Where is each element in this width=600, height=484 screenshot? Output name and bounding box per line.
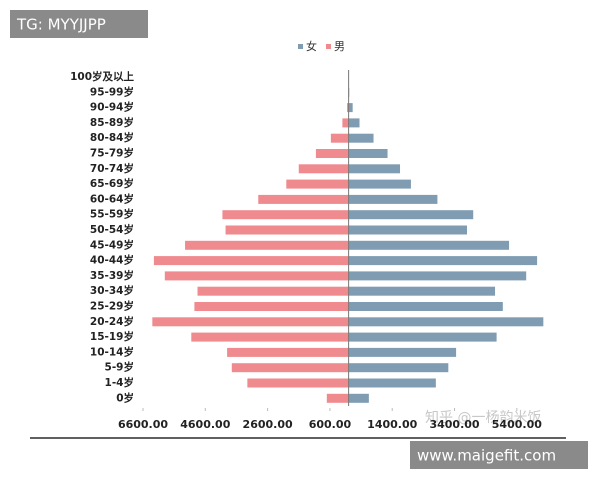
y-tick-label: 0岁 bbox=[116, 391, 134, 404]
bar bbox=[349, 226, 467, 235]
y-tick-label: 65-69岁 bbox=[90, 177, 134, 190]
bar bbox=[191, 333, 348, 342]
y-tick-label: 10-14岁 bbox=[90, 345, 134, 358]
y-tick-label: 1-4岁 bbox=[105, 376, 134, 389]
bar bbox=[226, 226, 349, 235]
bar bbox=[247, 379, 348, 388]
y-tick-label: 20-24岁 bbox=[90, 315, 134, 328]
y-tick-label: 25-29岁 bbox=[90, 300, 134, 313]
bar bbox=[198, 287, 349, 296]
watermark: TG: MYYJJPP bbox=[16, 16, 106, 34]
legend-label: 男 bbox=[334, 40, 345, 53]
bar bbox=[232, 363, 349, 372]
bar bbox=[349, 195, 438, 204]
bar bbox=[349, 256, 537, 265]
legend-swatch bbox=[298, 44, 303, 49]
bar bbox=[349, 271, 527, 280]
bar bbox=[331, 134, 349, 143]
bar bbox=[152, 317, 348, 326]
y-tick-label: 70-74岁 bbox=[90, 162, 134, 175]
y-tick-label: 75-79岁 bbox=[90, 147, 134, 160]
x-tick-label: 3400.00 bbox=[429, 418, 479, 431]
bar bbox=[349, 149, 388, 158]
bar bbox=[349, 302, 503, 311]
y-tick-label: 40-44岁 bbox=[90, 254, 134, 267]
y-tick-label: 90-94岁 bbox=[90, 101, 134, 114]
y-tick-label: 60-64岁 bbox=[90, 192, 134, 205]
bar bbox=[349, 103, 353, 112]
y-tick-label: 50-54岁 bbox=[90, 223, 134, 236]
bar bbox=[349, 134, 374, 143]
bar bbox=[349, 317, 544, 326]
x-tick-label: 600.00 bbox=[309, 418, 352, 431]
y-tick-label: 95-99岁 bbox=[90, 85, 134, 98]
bar bbox=[349, 287, 495, 296]
y-tick-label: 30-34岁 bbox=[90, 284, 134, 297]
bar bbox=[327, 394, 349, 403]
bar bbox=[194, 302, 348, 311]
y-tick-label: 85-89岁 bbox=[90, 116, 134, 129]
bar bbox=[349, 118, 360, 127]
bar bbox=[349, 394, 369, 403]
plot-area: 女 男 6600.00 4600.00 2600.00 600.00 1400.00 3400… bbox=[70, 39, 543, 431]
bar bbox=[222, 210, 348, 219]
y-tick-label: 80-84岁 bbox=[90, 131, 134, 144]
bar bbox=[349, 348, 456, 357]
y-tick-label: 35-39岁 bbox=[90, 269, 134, 282]
x-tick-label: 4600.00 bbox=[180, 418, 230, 431]
legend-label: 女 bbox=[306, 39, 317, 53]
bar bbox=[154, 256, 349, 265]
bar bbox=[349, 241, 509, 250]
bar bbox=[349, 379, 436, 388]
y-tick-label: 15-19岁 bbox=[90, 330, 134, 343]
bar bbox=[349, 210, 474, 219]
x-tick-label: 2600.00 bbox=[243, 418, 293, 431]
x-tick-label: 1400.00 bbox=[367, 418, 417, 431]
y-tick-label: 100岁及以上 bbox=[70, 70, 134, 83]
bar bbox=[316, 149, 349, 158]
bar bbox=[165, 271, 349, 280]
bar bbox=[342, 118, 348, 127]
legend-swatch bbox=[326, 44, 331, 49]
watermark: www.maigefit.com bbox=[417, 447, 556, 465]
y-tick-label: 5-9岁 bbox=[105, 361, 134, 374]
bar bbox=[299, 164, 349, 173]
bar bbox=[349, 164, 400, 173]
y-tick-label: 45-49岁 bbox=[90, 238, 134, 251]
bar bbox=[286, 180, 348, 189]
x-tick-label: 6600.00 bbox=[118, 418, 168, 431]
bar bbox=[258, 195, 348, 204]
bar bbox=[349, 180, 411, 189]
bar bbox=[349, 363, 449, 372]
bar bbox=[227, 348, 349, 357]
y-tick-label: 55-59岁 bbox=[90, 208, 134, 221]
x-tick-label: 5400.00 bbox=[492, 418, 542, 431]
bar bbox=[185, 241, 349, 250]
bar bbox=[349, 333, 497, 342]
